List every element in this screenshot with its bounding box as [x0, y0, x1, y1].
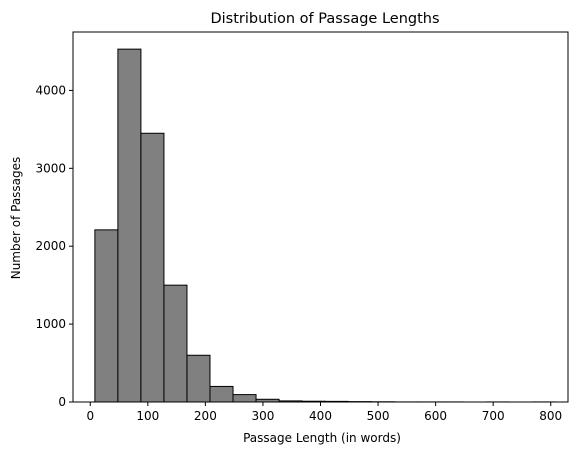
chart-title: Distribution of Passage Lengths: [210, 11, 439, 27]
x-tick-label: 300: [251, 409, 274, 423]
x-tick-label: 700: [482, 409, 505, 423]
y-tick-label: 3000: [35, 161, 66, 175]
y-axis-ticks: 0 1000 2000 3000 4000: [35, 83, 73, 409]
plot-area-frame: [72, 31, 569, 403]
histogram-bar: [94, 229, 119, 403]
histogram-bar: [232, 394, 257, 403]
x-axis-ticks: 0 100 200 300 400 500 600 700 800: [86, 402, 562, 423]
x-axis-label: Passage Length (in words): [243, 431, 401, 445]
bars-group: [94, 48, 556, 403]
x-tick-label: 400: [309, 409, 332, 423]
x-tick-label: 100: [136, 409, 159, 423]
y-tick-label: 4000: [35, 83, 66, 97]
y-tick-label: 0: [58, 395, 66, 409]
x-tick-label: 500: [367, 409, 390, 423]
y-tick-label: 2000: [35, 239, 66, 253]
histogram-bar: [186, 354, 211, 403]
histogram-bar: [163, 284, 188, 403]
x-tick-label: 600: [424, 409, 447, 423]
histogram-bar: [140, 132, 165, 403]
x-tick-label: 200: [194, 409, 217, 423]
y-axis-label: Number of Passages: [9, 157, 23, 280]
x-tick-label: 0: [86, 409, 94, 423]
histogram-bar: [117, 48, 142, 403]
y-tick-label: 1000: [35, 317, 66, 331]
x-tick-label: 800: [539, 409, 562, 423]
histogram-bar: [209, 385, 234, 403]
